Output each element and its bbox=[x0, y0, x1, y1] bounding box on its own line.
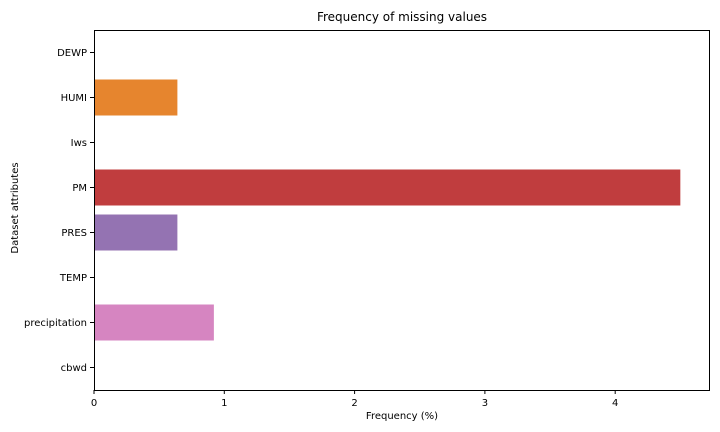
x-tick-label: 0 bbox=[91, 398, 97, 409]
y-tick-label: cbwd bbox=[61, 363, 87, 374]
y-tick-label: TEMP bbox=[59, 273, 87, 284]
y-tick-label: Iws bbox=[71, 138, 87, 149]
chart-title: Frequency of missing values bbox=[317, 10, 487, 24]
x-tick-label: 2 bbox=[351, 398, 357, 409]
y-tick-label: precipitation bbox=[24, 318, 87, 329]
bar-PRES bbox=[94, 214, 178, 251]
y-tick-label: HUMI bbox=[61, 93, 87, 104]
y-tick-label: DEWP bbox=[57, 48, 87, 59]
x-tick-label: 4 bbox=[612, 398, 618, 409]
y-tick-label: PRES bbox=[61, 228, 87, 239]
x-ticks-group: 0 1 2 3 4 bbox=[91, 390, 618, 409]
plot-frame bbox=[94, 30, 710, 391]
x-tick-label: 3 bbox=[482, 398, 488, 409]
x-tick-label: 1 bbox=[221, 398, 227, 409]
y-axis-label: Dataset attributes bbox=[10, 162, 21, 253]
bar-HUMI bbox=[94, 79, 178, 116]
y-tick-label: PM bbox=[72, 183, 87, 194]
y-ticks-group: DEWP HUMI Iws PM PRES TEMP precipitation cbwd bbox=[24, 48, 94, 374]
bar-precipitation bbox=[94, 304, 214, 341]
bars-group bbox=[94, 79, 681, 341]
bar-PM bbox=[94, 169, 681, 206]
x-axis-label: Frequency (%) bbox=[366, 411, 438, 422]
